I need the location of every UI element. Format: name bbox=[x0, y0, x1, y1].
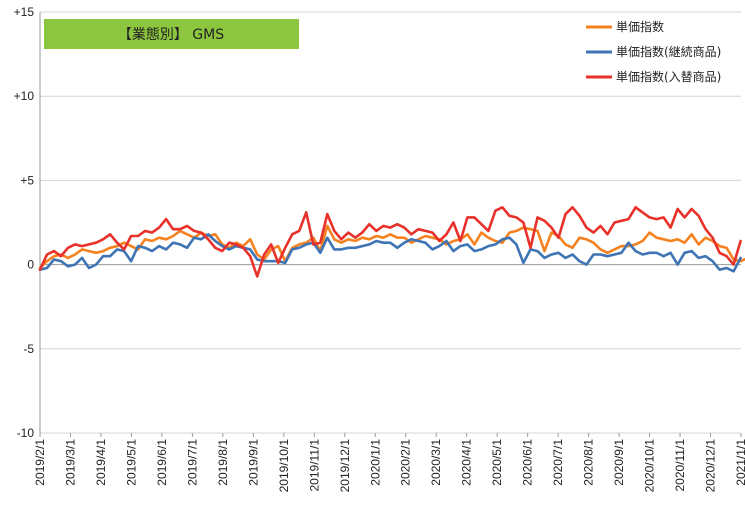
x-tick-label: 2019/10/1 bbox=[277, 439, 291, 493]
x-tick-label: 2020/10/1 bbox=[643, 439, 657, 493]
x-tick-label: 2019/2/1 bbox=[33, 439, 47, 486]
x-tick-label: 2020/3/1 bbox=[429, 439, 443, 486]
x-tick-label: 2019/6/1 bbox=[155, 439, 169, 486]
series-line-2 bbox=[38, 206, 742, 278]
y-axis-ticks: +15 +10 +5 0 -5 -10 bbox=[14, 5, 35, 440]
y-tick-label: -5 bbox=[23, 342, 34, 356]
x-axis-ticks: 2019/2/1 2019/3/1 2019/4/1 2019/5/1 2019/6/1… bbox=[33, 433, 745, 492]
x-tick-label: 2019/7/1 bbox=[185, 439, 199, 486]
x-tick-label: 2020/5/1 bbox=[490, 439, 504, 486]
series-line-0 bbox=[38, 224, 745, 270]
x-tick-label: 2020/4/1 bbox=[460, 439, 474, 486]
x-tick-label: 2019/3/1 bbox=[63, 439, 77, 486]
x-tick-label: 2020/1/1 bbox=[368, 439, 382, 486]
y-tick-label: -10 bbox=[17, 426, 35, 440]
gridlines bbox=[39, 11, 741, 434]
y-tick-label: +5 bbox=[20, 173, 34, 187]
x-tick-label: 2020/9/1 bbox=[612, 439, 626, 486]
x-tick-label: 2019/5/1 bbox=[124, 439, 138, 486]
x-tick-label: 2019/8/1 bbox=[216, 439, 230, 486]
x-tick-label: 2020/11/1 bbox=[673, 439, 687, 492]
chart-title-background bbox=[44, 19, 299, 49]
y-tick-label: 0 bbox=[27, 258, 34, 272]
x-tick-label: 2019/9/1 bbox=[246, 439, 260, 486]
legend-label: 単価指数 bbox=[616, 19, 664, 34]
x-tick-label: 2019/4/1 bbox=[94, 439, 108, 486]
legend-label: 単価指数(継続商品) bbox=[616, 44, 721, 59]
x-tick-label: 2021/1/1 bbox=[734, 439, 745, 486]
x-tick-label: 2020/12/1 bbox=[704, 439, 718, 493]
y-tick-label: +15 bbox=[14, 5, 35, 19]
y-tick-label: +10 bbox=[14, 89, 35, 103]
series-line-1 bbox=[38, 233, 742, 273]
x-tick-label: 2020/7/1 bbox=[551, 439, 565, 486]
x-tick-label: 2020/8/1 bbox=[582, 439, 596, 486]
x-tick-label: 2019/12/1 bbox=[338, 439, 352, 493]
chart-title: 【業態別】 GMS bbox=[44, 19, 299, 49]
series-lines bbox=[38, 206, 745, 278]
x-tick-label: 2020/2/1 bbox=[399, 439, 413, 486]
chart-title-text: 【業態別】 GMS bbox=[118, 27, 224, 43]
legend-label: 単価指数(入替商品) bbox=[616, 69, 721, 84]
x-tick-label: 2019/11/1 bbox=[307, 439, 321, 492]
x-tick-label: 2020/6/1 bbox=[521, 439, 535, 486]
